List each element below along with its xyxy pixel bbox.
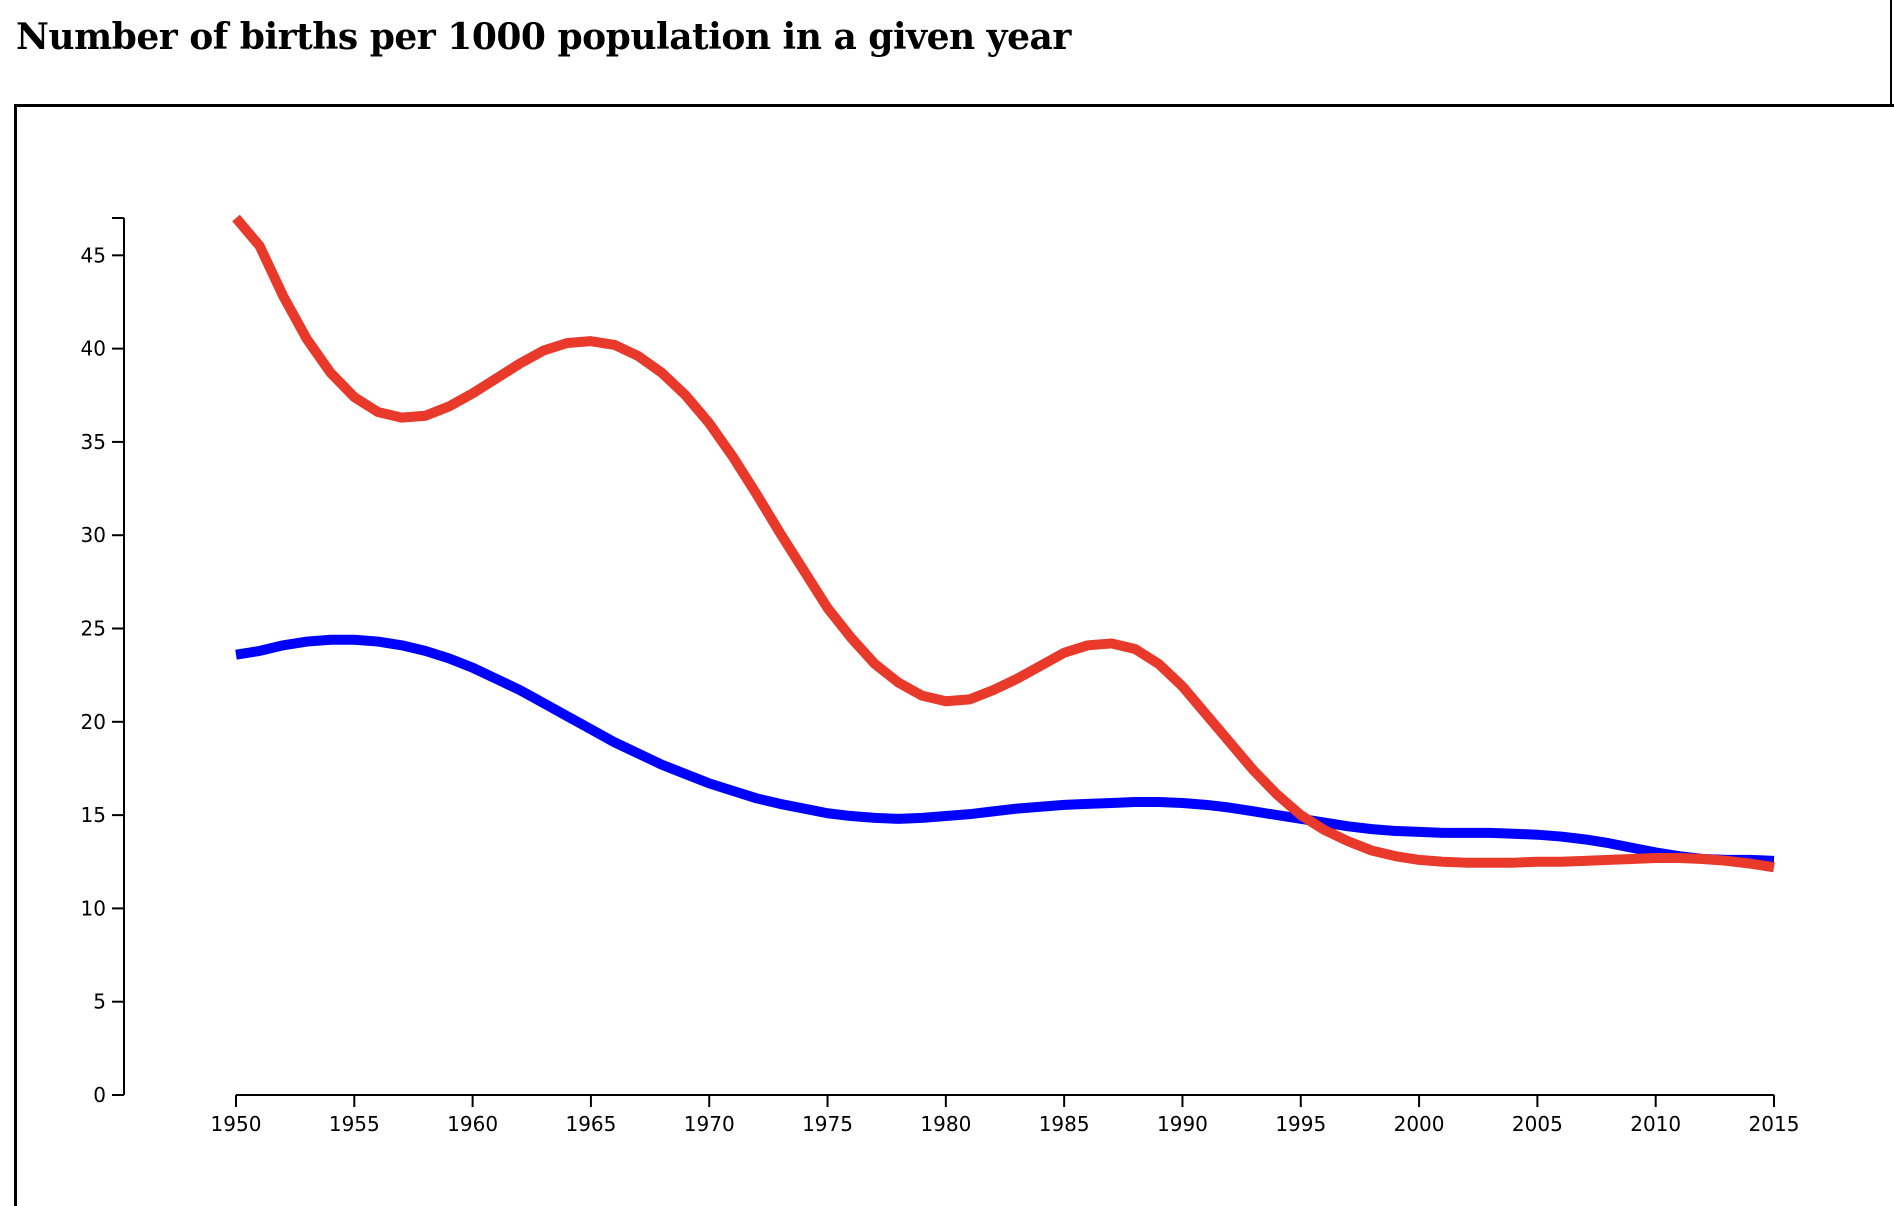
y-tick-label: 40 <box>81 337 106 361</box>
series-layer <box>232 214 1775 873</box>
x-tick-label: 1955 <box>329 1112 380 1136</box>
series-line <box>232 214 1775 873</box>
y-tick-label: 10 <box>81 896 106 920</box>
y-tick-label: 30 <box>81 523 106 547</box>
x-tick-label: 2015 <box>1749 1112 1800 1136</box>
x-tick-label: 1990 <box>1157 1112 1208 1136</box>
x-tick-label: 1995 <box>1275 1112 1326 1136</box>
x-axis: 1950 1955 1960 1965 1970 1975 1980 1985 1990 1995… <box>211 1094 1800 1136</box>
x-tick-label: 2010 <box>1630 1112 1681 1136</box>
y-tick-label: 20 <box>81 710 106 734</box>
y-axis: 0 5 10 15 20 25 30 35 40 45 <box>81 217 125 1107</box>
series-line <box>235 634 1775 866</box>
x-tick-label: 2000 <box>1394 1112 1445 1136</box>
y-tick-label: 45 <box>81 243 106 267</box>
x-tick-label: 1970 <box>684 1112 735 1136</box>
x-tick-label: 1975 <box>802 1112 853 1136</box>
chart-frame <box>14 104 1894 1206</box>
x-tick-label: 1950 <box>211 1112 262 1136</box>
header-right-rule <box>1890 0 1892 104</box>
x-tick-label: 1980 <box>920 1112 971 1136</box>
x-tick-label: 1960 <box>447 1112 498 1136</box>
x-tick-label: 2005 <box>1512 1112 1563 1136</box>
y-tick-label: 5 <box>93 990 106 1014</box>
x-tick-label: 1985 <box>1039 1112 1090 1136</box>
x-tick-label: 1965 <box>565 1112 616 1136</box>
page-title: Number of births per 1000 population in … <box>16 16 1071 58</box>
y-tick-label: 15 <box>81 803 106 827</box>
y-tick-label: 0 <box>93 1083 106 1107</box>
y-tick-label: 35 <box>81 430 106 454</box>
y-tick-label: 25 <box>81 617 106 641</box>
